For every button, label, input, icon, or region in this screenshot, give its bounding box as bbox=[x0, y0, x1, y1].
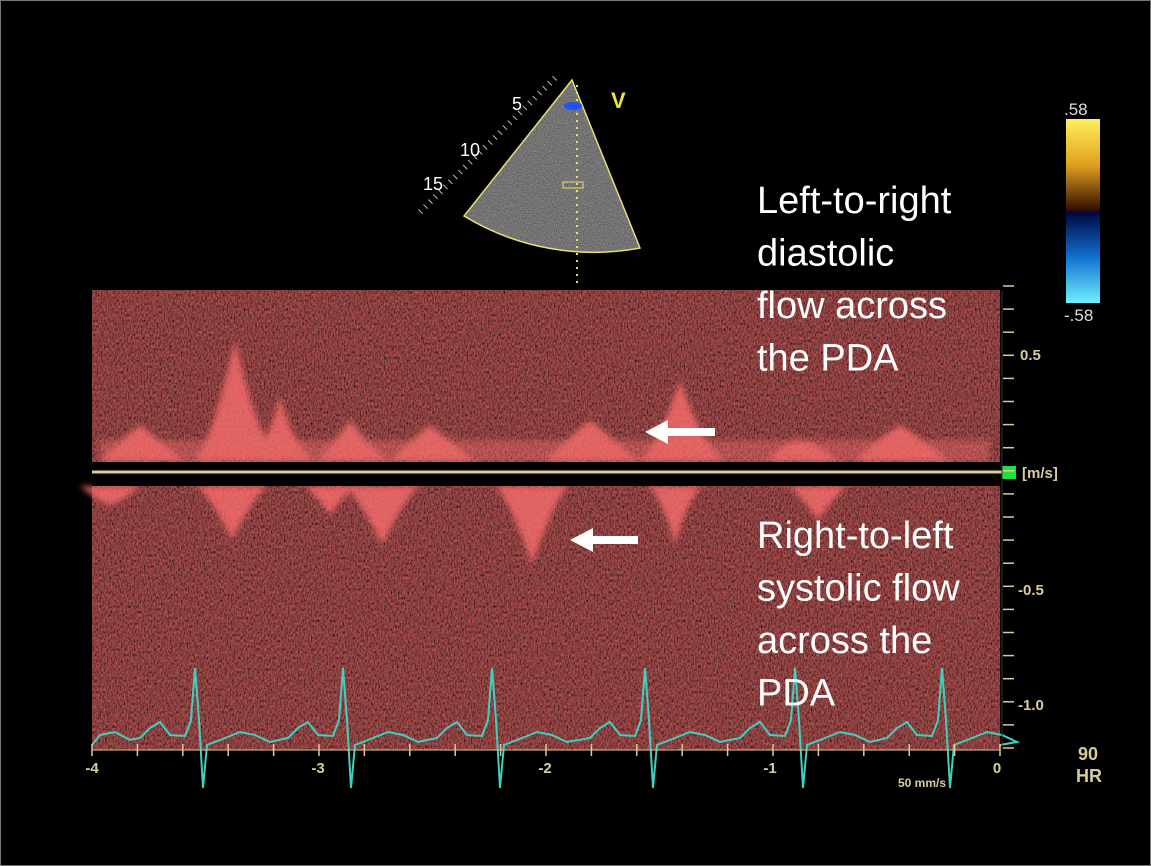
view-label: V bbox=[611, 88, 626, 113]
annotation-line: Left-to-right bbox=[757, 180, 952, 222]
time-label: -1 bbox=[763, 760, 776, 777]
annotation-line: the PDA bbox=[757, 338, 899, 380]
sweep-speed: 50 mm/s bbox=[898, 776, 946, 790]
time-label: -3 bbox=[311, 760, 324, 777]
heart-rate: 90 bbox=[1078, 744, 1098, 764]
velocity-label: 0.5 bbox=[1020, 347, 1041, 364]
velocity-label: -0.5 bbox=[1018, 582, 1044, 599]
annotation-line: diastolic bbox=[757, 233, 894, 275]
annotation-line: across the bbox=[757, 620, 932, 662]
time-label: 0 bbox=[993, 760, 1001, 777]
depth-label: 15 bbox=[423, 174, 443, 194]
velocity-label: -1.0 bbox=[1018, 697, 1044, 714]
heart-rate-label: HR bbox=[1076, 766, 1102, 786]
time-label: -4 bbox=[85, 760, 99, 777]
time-label: -2 bbox=[538, 760, 551, 777]
annotation-line: flow across bbox=[757, 285, 947, 327]
depth-label: 5 bbox=[512, 94, 522, 114]
velocity-unit: [m/s] bbox=[1022, 465, 1058, 482]
flow-band bbox=[100, 440, 990, 462]
annotation-line: Right-to-left bbox=[757, 515, 954, 557]
depth-label: 10 bbox=[460, 140, 480, 160]
annotation-line: systolic flow bbox=[757, 568, 960, 610]
annotation-line: PDA bbox=[757, 673, 836, 715]
ultrasound-slide: 5 10 15 V .58 -.58 0.5 [m/s] -0.5 -1.0 -… bbox=[0, 0, 1151, 866]
color-bar bbox=[1066, 119, 1100, 303]
color-bar-top: .58 bbox=[1064, 100, 1088, 119]
color-bar-bottom: -.58 bbox=[1064, 306, 1093, 325]
